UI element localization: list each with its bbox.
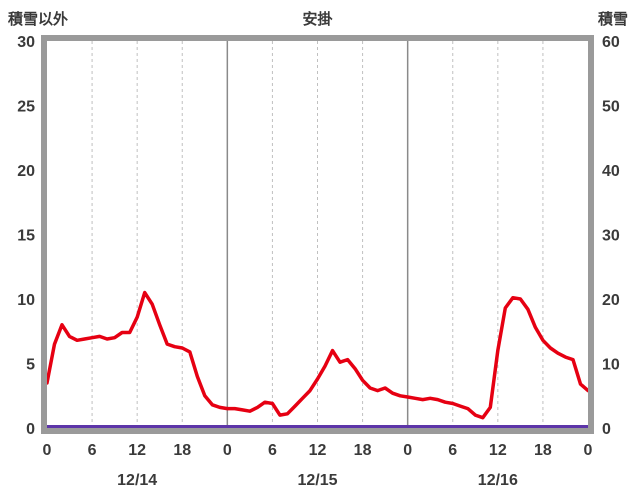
x-tick-label: 12 xyxy=(309,442,327,459)
y-tick-label-left: 20 xyxy=(17,163,35,180)
x-tick-label: 6 xyxy=(88,442,97,459)
y-tick-label-right: 10 xyxy=(602,357,620,374)
date-label: 12/16 xyxy=(478,472,518,489)
y-tick-label-left: 10 xyxy=(17,292,35,309)
x-tick-label: 18 xyxy=(173,442,191,459)
y-tick-label-left: 25 xyxy=(17,99,35,116)
y-tick-label-right: 50 xyxy=(602,99,620,116)
left-axis-title: 積雪以外 xyxy=(8,11,69,28)
plot-frame xyxy=(41,35,594,434)
date-label: 12/15 xyxy=(297,472,337,489)
x-tick-label: 0 xyxy=(43,442,52,459)
y-tick-label-right: 0 xyxy=(602,421,611,438)
x-tick-label: 0 xyxy=(403,442,412,459)
x-tick-label: 12 xyxy=(128,442,146,459)
x-tick-label: 0 xyxy=(584,442,593,459)
y-tick-label-left: 5 xyxy=(26,357,35,374)
y-tick-label-right: 60 xyxy=(602,34,620,51)
x-tick-label: 6 xyxy=(448,442,457,459)
main-series-line xyxy=(45,290,590,420)
right-axis-title: 積雪 xyxy=(597,11,628,28)
y-tick-label-right: 20 xyxy=(602,292,620,309)
x-tick-label: 18 xyxy=(354,442,372,459)
date-label: 12/14 xyxy=(117,472,157,489)
chart-title: 安掛 xyxy=(302,11,333,28)
x-tick-label: 6 xyxy=(268,442,277,459)
y-tick-label-right: 30 xyxy=(602,228,620,245)
y-tick-label-left: 30 xyxy=(17,34,35,51)
x-tick-label: 12 xyxy=(489,442,507,459)
y-tick-label-right: 40 xyxy=(602,163,620,180)
x-tick-label: 0 xyxy=(223,442,232,459)
y-tick-label-left: 15 xyxy=(17,228,35,245)
y-tick-label-left: 0 xyxy=(26,421,35,438)
x-tick-label: 18 xyxy=(534,442,552,459)
